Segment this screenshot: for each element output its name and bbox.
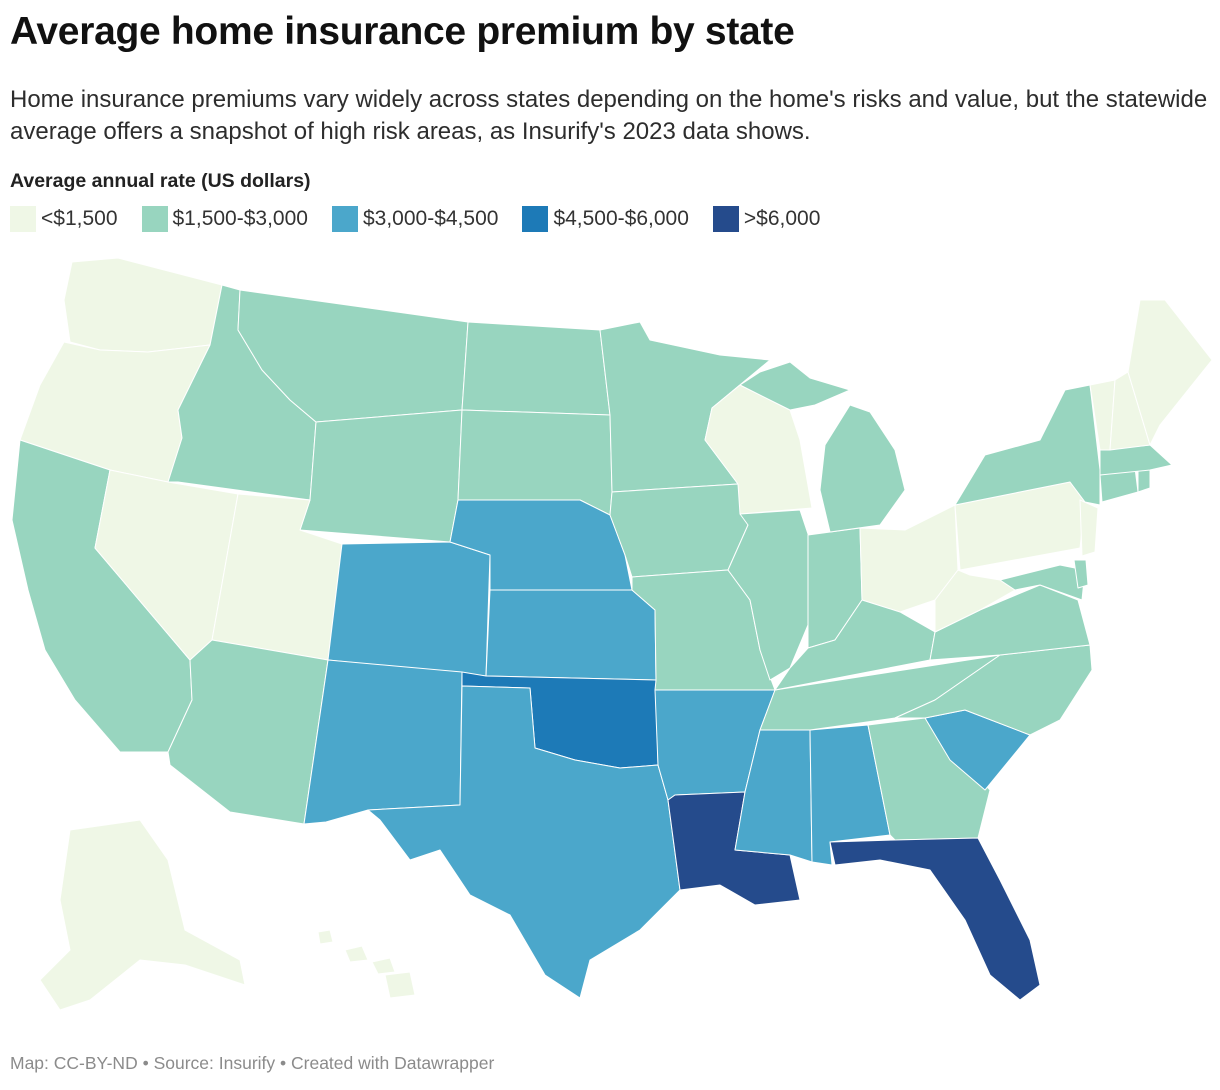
state-nm[interactable] <box>303 659 463 825</box>
state-tx[interactable] <box>367 685 681 999</box>
state-il[interactable] <box>727 509 811 681</box>
state-ia[interactable] <box>609 483 749 578</box>
state-hi[interactable] <box>317 929 416 999</box>
map-title: Average home insurance premium by state <box>10 10 795 53</box>
legend-label-4500-6000: $4,500-$6,000 <box>553 207 689 230</box>
state-mi[interactable] <box>739 361 906 533</box>
legend-swatch-over-6000 <box>712 206 739 232</box>
us-choropleth-map <box>11 257 1213 1011</box>
legend-swatch-3000-4500 <box>331 206 358 232</box>
map-footer: Map: CC-BY-ND • Source: Insurify • Creat… <box>10 1053 495 1073</box>
state-wy[interactable] <box>299 409 463 543</box>
legend: <$1,500 $1,500-$3,000 $3,000-$4,500 $4,5… <box>10 206 844 232</box>
state-az[interactable] <box>167 639 329 825</box>
legend-label-1500-3000: $1,500-$3,000 <box>172 207 308 230</box>
state-me[interactable] <box>1127 299 1213 446</box>
legend-item-1500-3000: $1,500-$3,000 <box>141 206 308 232</box>
legend-swatch-4500-6000 <box>522 206 549 232</box>
state-ks[interactable] <box>485 589 657 681</box>
state-wa[interactable] <box>63 257 223 353</box>
legend-item-under-1500: <$1,500 <box>10 206 118 232</box>
legend-item-3000-4500: $3,000-$4,500 <box>331 206 499 232</box>
legend-swatch-1500-3000 <box>141 206 168 232</box>
legend-title: Average annual rate (US dollars) <box>10 170 311 192</box>
legend-label-over-6000: >$6,000 <box>743 207 821 230</box>
legend-item-4500-6000: $4,500-$6,000 <box>522 206 689 232</box>
legend-item-over-6000: >$6,000 <box>712 206 821 232</box>
state-co[interactable] <box>327 541 491 677</box>
state-sd[interactable] <box>457 409 613 516</box>
state-md[interactable] <box>999 564 1086 601</box>
state-ak[interactable] <box>39 819 246 1011</box>
legend-label-under-1500: <$1,500 <box>41 207 118 230</box>
state-ny[interactable] <box>954 384 1101 506</box>
state-la[interactable] <box>667 791 801 906</box>
state-nd[interactable] <box>461 321 611 416</box>
map-subtitle: Home insurance premiums vary widely acro… <box>10 86 1208 145</box>
state-ky[interactable] <box>774 599 936 691</box>
state-nc[interactable] <box>894 644 1093 736</box>
legend-label-3000-4500: $3,000-$4,500 <box>362 207 499 230</box>
state-de[interactable] <box>1073 559 1089 589</box>
state-fl[interactable] <box>829 837 1041 1001</box>
state-nj[interactable] <box>1079 499 1099 557</box>
legend-swatch-under-1500 <box>10 206 36 232</box>
